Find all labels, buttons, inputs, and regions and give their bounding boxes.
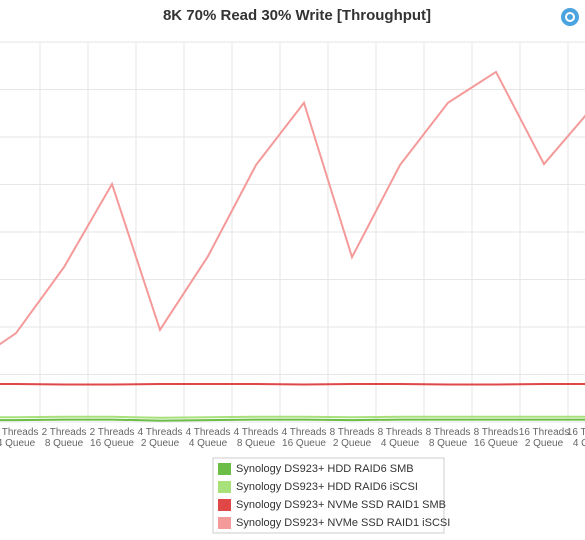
x-tick-line: 8 Threads	[474, 427, 519, 438]
x-tick-label: 2 Threads 8 Queue	[42, 427, 87, 449]
x-tick-label: 8 Threads 2 Queue	[330, 427, 375, 449]
chart-title: 8K 70% Read 30% Write [Throughput]	[163, 7, 431, 24]
x-tick-label: 4 Threads 16 Queue	[282, 427, 327, 449]
x-tick-line: 2 Threads	[90, 427, 135, 438]
x-tick-line: 4 Threads	[138, 427, 183, 438]
x-tick-label: 4 Threads 8 Queue	[234, 427, 279, 449]
x-tick-label: 4 Threads 2 Queue	[138, 427, 183, 449]
series-line	[0, 418, 585, 422]
x-tick-line: 16 Threads	[567, 427, 585, 438]
x-tick-label: 2 Threads 16 Queue	[90, 427, 135, 449]
x-tick-line: 4 Queue	[189, 438, 228, 449]
x-tick-line: 8 Queue	[45, 438, 84, 449]
menu-icon[interactable]	[561, 8, 579, 26]
x-tick-line: 4 Queue	[381, 438, 420, 449]
x-tick-line: 2 Threads	[0, 427, 38, 438]
legend-label: Synology DS923+ HDD RAID6 iSCSI	[236, 481, 418, 493]
legend-swatch	[218, 463, 231, 475]
x-tick-label: 8 Threads 4 Queue	[378, 427, 423, 449]
x-tick-line: 16 Threads	[519, 427, 569, 438]
x-tick-line: 4 Threads	[234, 427, 279, 438]
series-line	[0, 415, 585, 419]
x-tick-line: 4 Queue	[0, 438, 36, 449]
x-tick-line: 2 Queue	[525, 438, 564, 449]
x-tick-label: 4 Threads 4 Queue	[186, 427, 231, 449]
x-tick-label: 8 Threads 16 Queue	[474, 427, 519, 449]
x-tick-line: 4 Threads	[186, 427, 231, 438]
x-tick-line: 16 Queue	[90, 438, 134, 449]
x-tick-line: 8 Threads	[426, 427, 471, 438]
series-line	[0, 70, 585, 346]
x-tick-line: 8 Queue	[429, 438, 468, 449]
x-tick-line: 2 Threads	[42, 427, 87, 438]
x-tick-line: 2 Queue	[333, 438, 372, 449]
x-tick-line: 8 Threads	[330, 427, 375, 438]
x-tick-line: 16 Queue	[282, 438, 326, 449]
x-tick-line: 8 Threads	[378, 427, 423, 438]
legend-box	[212, 457, 445, 534]
legend-label: Synology DS923+ NVMe SSD RAID1 SMB	[236, 499, 446, 511]
legend-swatch	[218, 481, 231, 493]
legend-swatch	[218, 517, 231, 529]
x-tick-label: 16 Threads 2 Queue	[519, 427, 569, 449]
legend-label: Synology DS923+ NVMe SSD RAID1 iSCSI	[236, 517, 450, 529]
legend-swatch	[218, 499, 231, 511]
x-tick-line: 8 Queue	[237, 438, 276, 449]
x-tick-label: 8 Threads 8 Queue	[426, 427, 471, 449]
x-tick-line: 2 Queue	[141, 438, 180, 449]
x-tick-line: 4 Queue	[573, 438, 585, 449]
x-tick-line: 16 Queue	[474, 438, 518, 449]
legend-label: Synology DS923+ HDD RAID6 SMB	[236, 463, 414, 475]
x-tick-line: 4 Threads	[282, 427, 327, 438]
